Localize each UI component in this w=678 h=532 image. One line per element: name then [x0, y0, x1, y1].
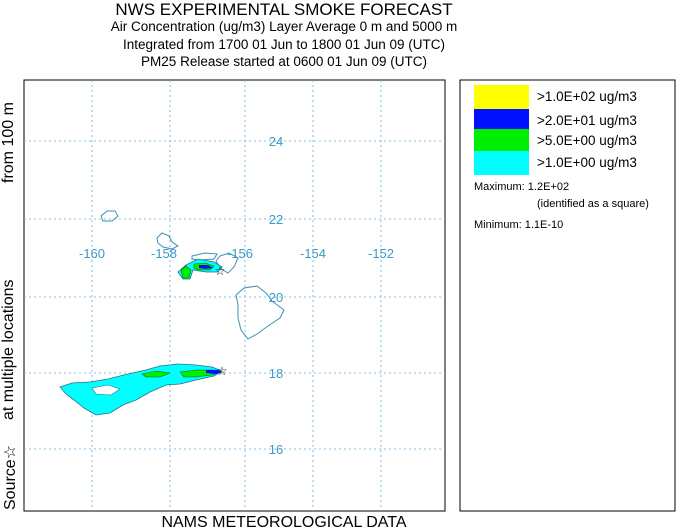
- lat-label: 20: [269, 290, 283, 305]
- map-frame: [23, 79, 446, 512]
- lat-label: 18: [269, 366, 283, 381]
- legend-label: >1.0E+00 ug/m3: [537, 155, 637, 170]
- big-island-outline: [235, 285, 285, 340]
- release-start: PM25 Release started at 0600 01 Jun 09 (…: [141, 54, 427, 69]
- legend-label: >5.0E+00 ug/m3: [537, 133, 637, 148]
- oahu-outline: [156, 232, 179, 250]
- lon-label: -154: [300, 246, 326, 261]
- plume-south-hole: [91, 384, 121, 396]
- plume-south-aqua: [59, 363, 223, 416]
- legend-label: >1.0E+02 ug/m3: [537, 89, 637, 104]
- lon-label: -160: [79, 246, 105, 261]
- source-star-icon: ☆: [215, 264, 226, 278]
- plume-south: [59, 363, 224, 416]
- plume-north-green-west: [180, 265, 192, 279]
- source-locations-label: at multiple locations: [0, 279, 17, 420]
- source-height-label: from 100 m: [0, 102, 17, 183]
- legend-item: >1.0E+02 ug/m3: [474, 85, 654, 109]
- lon-labels: -160 -158 -156 -154 -152: [79, 246, 394, 261]
- lat-label: 24: [269, 134, 283, 149]
- legend-label: >2.0E+01 ug/m3: [537, 113, 637, 128]
- lat-label: 16: [269, 442, 283, 457]
- kauai-outline: [100, 210, 119, 222]
- lon-label: -152: [368, 246, 394, 261]
- molokai-outline: [191, 252, 218, 261]
- minimum-value: Minimum: 1.1E-10: [474, 219, 564, 231]
- legend-swatch-green: [474, 129, 529, 153]
- lon-label: -156: [227, 246, 253, 261]
- legend-swatch-yellow: [474, 85, 529, 109]
- source-star-icon: ☆: [217, 364, 228, 378]
- maximum-note: (identified as a square): [537, 198, 649, 210]
- plume-north: [177, 258, 223, 280]
- met-data-footer: NAMS METEOROLOGICAL DATA: [161, 514, 407, 531]
- maui-outline: [215, 252, 239, 274]
- maximum-value: Maximum: 1.2E+02: [474, 181, 570, 193]
- legend-item: >1.0E+00 ug/m3: [474, 151, 654, 175]
- graticule: [24, 80, 445, 511]
- source-label: Source☆: [2, 444, 19, 510]
- legend-swatch-aqua: [474, 151, 529, 175]
- concentration-subtitle: Air Concentration (ug/m3) Layer Average …: [110, 19, 458, 34]
- plume-south-blue: [206, 370, 222, 374]
- plume-north-blue: [199, 265, 213, 269]
- chart-title: NWS EXPERIMENTAL SMOKE FORECAST: [115, 0, 453, 19]
- plume-south-green-1: [141, 370, 172, 378]
- legend-item: >5.0E+00 ug/m3: [474, 129, 654, 153]
- lon-label: -158: [151, 246, 177, 261]
- integration-period: Integrated from 1700 01 Jun to 1800 01 J…: [123, 37, 445, 52]
- lat-label: 22: [269, 212, 283, 227]
